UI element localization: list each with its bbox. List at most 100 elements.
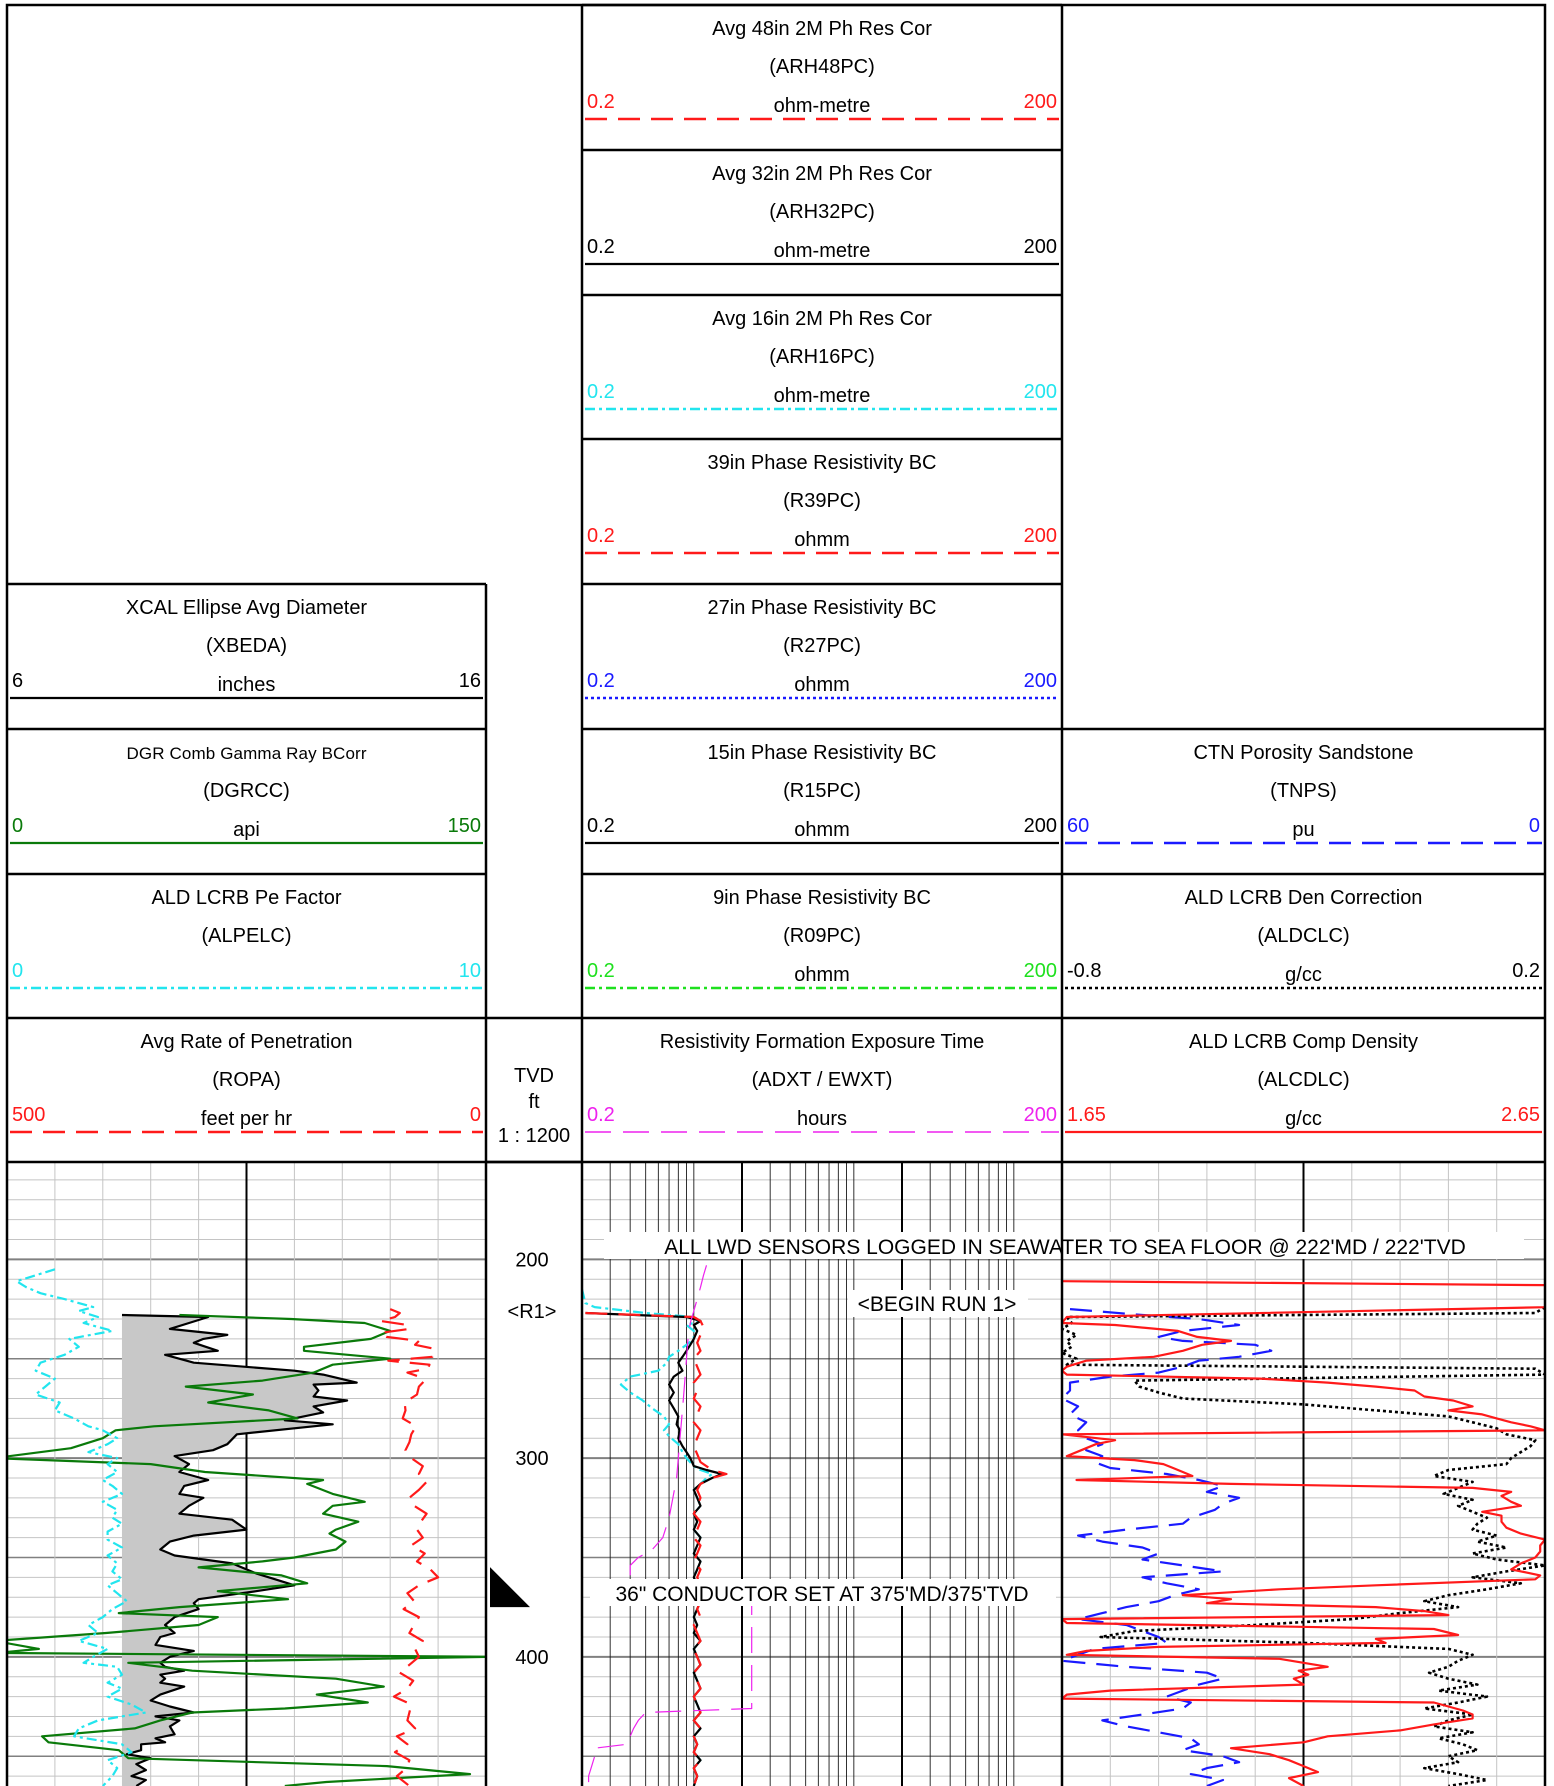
curve-ropa (379, 1308, 440, 1786)
depth-label: 200 (515, 1249, 548, 1271)
outer-border (5, 3, 1547, 1786)
scale-min: 0.2 (587, 381, 615, 403)
log-curves (7, 1265, 1545, 1786)
curve-header-r15pc: 15in Phase Resistivity BC (R15PC) 0.2 ohmm 2… (582, 727, 1062, 845)
curve-mnemonic: (XBEDA) (206, 635, 287, 657)
curve-units: ohmm (794, 529, 850, 551)
curve-title: Avg Rate of Penetration (141, 1031, 353, 1053)
curve-mnemonic: (ARH48PC) (769, 56, 875, 78)
log-frame (5, 3, 1547, 1786)
curve-units: ohm-metre (774, 385, 871, 407)
curve-tnps (1062, 1308, 1273, 1786)
scale-max: 200 (1024, 1104, 1057, 1126)
curve-title: Avg 16in 2M Ph Res Cor (712, 308, 932, 330)
curve-title: ALD LCRB Pe Factor (151, 887, 341, 909)
curve-header-aldclc: ALD LCRB Den Correction (ALDCLC) -0.8 g/cc 0… (1062, 872, 1545, 990)
horizontal-gridlines (582, 1179, 1062, 1777)
curve-units: ohmm (794, 964, 850, 986)
curve-mnemonic: (DGRCC) (203, 780, 290, 802)
depth-units-label: ft (528, 1091, 540, 1113)
curve-units: hours (797, 1108, 847, 1130)
log-header: Avg 48in 2M Ph Res Cor (ARH48PC) 0.2 ohm-me… (7, 3, 1545, 1147)
curve-units: ohm-metre (774, 240, 871, 262)
scale-min: 0.2 (587, 236, 615, 258)
annotation-begin_run: <BEGIN RUN 1> (858, 1293, 1017, 1316)
curve-title: ALD LCRB Comp Density (1189, 1031, 1418, 1053)
curve-units: g/cc (1285, 964, 1322, 986)
scale-max: 10 (459, 960, 481, 982)
curve-header-r27pc: 27in Phase Resistivity BC (R27PC) 0.2 ohmm 2… (582, 582, 1062, 700)
scale-max: 0.2 (1512, 960, 1540, 982)
curve-arh48pc (585, 1311, 759, 1786)
curve-adxtewxt (588, 1265, 753, 1786)
curve-mnemonic: (ARH32PC) (769, 201, 875, 223)
scale-min: 0.2 (587, 91, 615, 113)
curve-title: Avg 32in 2M Ph Res Cor (712, 163, 932, 185)
scale-min: 0.2 (587, 1104, 615, 1126)
annotation-backdrop (590, 1579, 1056, 1606)
curve-mnemonic: (ROPA) (212, 1069, 281, 1091)
scale-min: 1.65 (1067, 1104, 1106, 1126)
curve-header-r39pc: 39in Phase Resistivity BC (R39PC) 0.2 ohmm 2… (582, 437, 1062, 555)
scale-min: 60 (1067, 815, 1089, 837)
curve-dgrcc (7, 1313, 486, 1786)
curve-mnemonic: (ALCDLC) (1257, 1069, 1349, 1091)
caliper-shading (121, 1315, 357, 1786)
curve-title: 15in Phase Resistivity BC (708, 742, 937, 764)
curve-mnemonic: (TNPS) (1270, 780, 1337, 802)
annotation-conductor: 36" CONDUCTOR SET AT 375'MD/375'TVD (615, 1583, 1028, 1606)
curve-mnemonic: (ADXT / EWXT) (752, 1069, 893, 1091)
curve-title: Resistivity Formation Exposure Time (660, 1031, 985, 1053)
curve-units: g/cc (1285, 1108, 1322, 1130)
scale-max: 0 (470, 1104, 481, 1126)
depth-scale-label: 1 : 1200 (498, 1125, 570, 1147)
curve-mnemonic: (R09PC) (783, 925, 861, 947)
scale-min: 500 (12, 1104, 45, 1126)
scale-min: 6 (12, 670, 23, 692)
curve-header-arh48pc: Avg 48in 2M Ph Res Cor (ARH48PC) 0.2 ohm-me… (582, 3, 1062, 121)
curve-header-tnps: CTN Porosity Sandstone (TNPS) 60 pu 0 (1062, 727, 1545, 845)
depth-label: 300 (515, 1448, 548, 1470)
scale-max: 0 (1529, 815, 1540, 837)
scale-max: 200 (1024, 525, 1057, 547)
curve-header-r09pc: 9in Phase Resistivity BC (R09PC) 0.2 ohmm 20… (582, 872, 1062, 990)
annotation-backdrop (848, 1290, 1028, 1317)
scale-max: 2.65 (1501, 1104, 1540, 1126)
curve-mnemonic: (ARH16PC) (769, 346, 875, 368)
curve-header-ropa: Avg Rate of Penetration (ROPA) 500 feet per… (7, 1016, 486, 1134)
scale-max: 16 (459, 670, 481, 692)
curve-mnemonic: (R15PC) (783, 780, 861, 802)
scale-max: 200 (1024, 236, 1057, 258)
curve-units: feet per hr (201, 1108, 293, 1130)
curve-header-alpelc: ALD LCRB Pe Factor (ALPELC) 0 10 (7, 872, 486, 990)
scale-min: 0 (12, 960, 23, 982)
scale-min: 0.2 (587, 670, 615, 692)
curve-units: ohm-metre (774, 95, 871, 117)
casing-shoe-symbol (490, 1567, 530, 1608)
annotation-seawater: ALL LWD SENSORS LOGGED IN SEAWATER TO SE… (664, 1236, 1466, 1259)
curve-title: 39in Phase Resistivity BC (708, 452, 937, 474)
curve-header-xbeda: XCAL Ellipse Avg Diameter (XBEDA) 6 inches 1… (7, 582, 486, 700)
scale-max: 200 (1024, 91, 1057, 113)
curve-header-adxtewxt: Resistivity Formation Exposure Time (ADXT… (582, 1016, 1062, 1133)
log-annotations: ALL LWD SENSORS LOGGED IN SEAWATER TO SE… (590, 1232, 1524, 1606)
scale-min: 0.2 (587, 525, 615, 547)
track-left-curves (7, 1268, 486, 1786)
curve-title: XCAL Ellipse Avg Diameter (126, 597, 368, 619)
curve-units: inches (218, 674, 276, 696)
curve-xbeda (121, 1313, 358, 1786)
depth-track: 200 300 400 <R1> (490, 1249, 556, 1669)
scale-min: 0 (12, 815, 23, 837)
curve-mnemonic: (ALDCLC) (1257, 925, 1349, 947)
curve-mnemonic: (ALPELC) (201, 925, 291, 947)
annotation-backdrop (604, 1232, 1524, 1259)
track-right-curves (1062, 1280, 1545, 1786)
curve-title: DGR Comb Gamma Ray BCorr (127, 744, 367, 763)
curve-title: 9in Phase Resistivity BC (713, 887, 931, 909)
curve-aldclc (1062, 1305, 1545, 1786)
curve-alpelc (15, 1268, 147, 1786)
depth-type-label: TVD (514, 1065, 554, 1087)
log-grid (7, 1162, 1545, 1786)
curve-title: 27in Phase Resistivity BC (708, 597, 937, 619)
curve-header-alcdlc: ALD LCRB Comp Density (ALCDLC) 1.65 g/cc 2.6… (1062, 1016, 1545, 1134)
